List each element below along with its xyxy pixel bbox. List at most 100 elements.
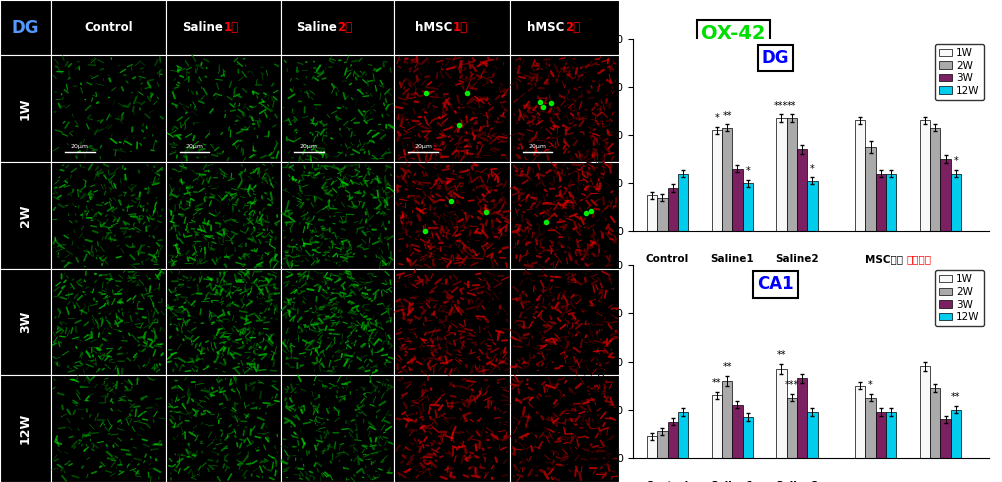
Bar: [866, 147, 876, 231]
Bar: [667, 422, 678, 458]
Legend: 1W, 2W, 3W, 12W: 1W, 2W, 3W, 12W: [935, 270, 984, 326]
Bar: [281, 55, 395, 162]
Bar: [51, 375, 166, 482]
Bar: [742, 183, 753, 231]
Text: ***: ***: [785, 380, 799, 390]
Bar: [0, 0, 51, 55]
Bar: [797, 149, 808, 231]
Bar: [0, 375, 51, 482]
Bar: [395, 0, 510, 55]
Bar: [930, 388, 941, 458]
Text: 2W: 2W: [19, 204, 32, 227]
Text: 2회: 2회: [338, 21, 353, 34]
Text: 12W: 12W: [19, 413, 32, 444]
Text: *: *: [954, 156, 958, 166]
Bar: [51, 269, 166, 375]
Bar: [647, 436, 657, 458]
Text: *: *: [714, 113, 719, 123]
Text: *: *: [745, 166, 750, 176]
Bar: [951, 410, 961, 458]
Bar: [678, 174, 688, 231]
Y-axis label: OX-42+ cells #
/ microscopic field: OX-42+ cells # / microscopic field: [585, 317, 606, 406]
Y-axis label: OX-42+ cells #
/ microscopic field: OX-42+ cells # / microscopic field: [585, 91, 606, 179]
Bar: [281, 0, 395, 55]
Bar: [721, 128, 732, 231]
Bar: [711, 130, 721, 231]
Text: DG: DG: [762, 49, 790, 67]
Text: 20μm: 20μm: [185, 144, 203, 149]
Bar: [657, 198, 667, 231]
Bar: [930, 128, 941, 231]
Text: 3W: 3W: [19, 311, 32, 333]
Text: Control: Control: [646, 254, 689, 264]
Bar: [647, 195, 657, 231]
Bar: [281, 162, 395, 269]
Text: *: *: [869, 380, 873, 390]
Text: 20μm: 20μm: [300, 144, 318, 149]
Bar: [510, 0, 619, 55]
Bar: [787, 118, 797, 231]
Bar: [777, 118, 787, 231]
Text: 1회: 1회: [452, 21, 468, 34]
Text: **: **: [777, 350, 787, 361]
Text: CA1: CA1: [758, 275, 794, 294]
Text: OX-42: OX-42: [701, 24, 766, 43]
Text: **: **: [951, 392, 961, 402]
Bar: [281, 375, 395, 482]
Bar: [395, 55, 510, 162]
Text: 2회: 2회: [565, 21, 580, 34]
Legend: 1W, 2W, 3W, 12W: 1W, 2W, 3W, 12W: [935, 44, 984, 100]
Bar: [51, 0, 166, 55]
Bar: [876, 174, 886, 231]
Text: *: *: [810, 163, 815, 174]
Text: **: **: [787, 101, 797, 111]
Text: Saline1: Saline1: [710, 481, 755, 482]
Text: Saline: Saline: [297, 21, 338, 34]
Bar: [711, 395, 721, 458]
Bar: [510, 55, 619, 162]
Bar: [510, 162, 619, 269]
Bar: [886, 174, 897, 231]
Bar: [166, 269, 281, 375]
Text: 20μm: 20μm: [415, 144, 433, 149]
Bar: [855, 120, 866, 231]
Bar: [281, 269, 395, 375]
Bar: [166, 55, 281, 162]
Text: MSC단회: MSC단회: [865, 254, 907, 264]
Bar: [787, 398, 797, 458]
Text: Control: Control: [646, 481, 689, 482]
Bar: [797, 378, 808, 458]
Bar: [0, 269, 51, 375]
Text: Saline2: Saline2: [776, 481, 819, 482]
Text: Control: Control: [84, 21, 132, 34]
Bar: [866, 398, 876, 458]
Bar: [166, 375, 281, 482]
Text: **: **: [712, 378, 721, 388]
Bar: [808, 412, 818, 458]
Text: 반복투여: 반복투여: [907, 254, 932, 264]
Bar: [876, 412, 886, 458]
Bar: [51, 162, 166, 269]
Text: 20μm: 20μm: [70, 144, 88, 149]
Text: Saline: Saline: [182, 21, 223, 34]
Text: 1회: 1회: [223, 21, 238, 34]
Bar: [951, 174, 961, 231]
Text: hMSC: hMSC: [415, 21, 452, 34]
Bar: [721, 381, 732, 458]
Text: MSC단회: MSC단회: [865, 481, 907, 482]
Text: 반복투여: 반복투여: [907, 481, 932, 482]
Bar: [166, 162, 281, 269]
Bar: [0, 162, 51, 269]
Bar: [777, 369, 787, 458]
Text: hMSC: hMSC: [527, 21, 565, 34]
Bar: [732, 405, 742, 458]
Text: DG: DG: [12, 19, 39, 37]
Bar: [678, 412, 688, 458]
Text: **: **: [722, 362, 731, 372]
Bar: [395, 269, 510, 375]
Bar: [941, 419, 951, 458]
Bar: [51, 55, 166, 162]
Bar: [395, 375, 510, 482]
Text: Saline1: Saline1: [710, 254, 755, 264]
Bar: [657, 431, 667, 458]
